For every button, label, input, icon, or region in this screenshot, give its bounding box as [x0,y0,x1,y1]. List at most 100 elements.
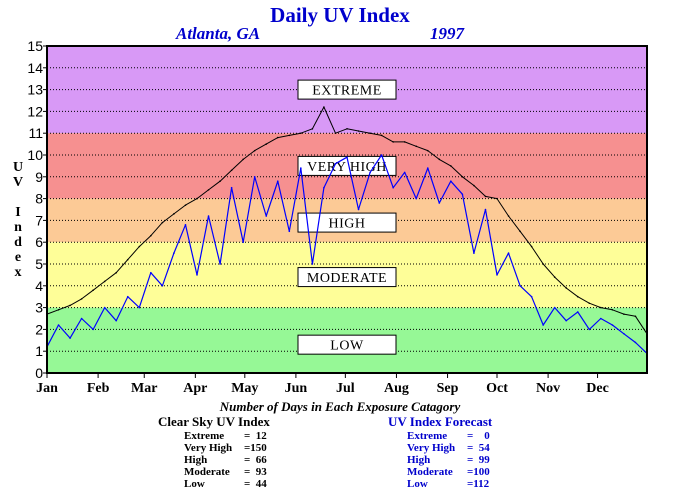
clear-sky-point [634,315,637,318]
category-name: Moderate [184,466,230,478]
x-tick-label: Apr [183,381,207,396]
category-name: Very High [184,442,233,454]
band-label-box [297,267,397,288]
table-row: Very High =150 [184,442,324,454]
clear-sky-point [473,184,475,187]
clear-sky-point [357,130,360,132]
table-row: Moderate = 93 [184,466,324,478]
clear-sky-point [426,149,429,152]
category-name: Moderate [407,466,453,478]
clear-sky-point [565,287,568,289]
y-axis-label-char: I [15,205,21,220]
category-name: Very High [407,442,456,454]
y-tick-label: 12 [27,103,43,119]
band-label-box [297,212,397,233]
forecast-point [450,180,452,182]
y-tick-label: 6 [35,234,43,250]
y-tick-label: 14 [27,60,43,76]
table-row: Extreme = 0 [407,430,547,442]
x-tick-label: Nov [536,381,560,396]
y-axis-label-char: n [14,220,22,235]
y-tick-label: 15 [27,38,43,54]
band-label: LOW [330,339,364,354]
clear-sky-point [126,258,129,261]
forecast-point [519,285,521,287]
forecast-table-title: UV Index Forecast [388,414,493,429]
table-row: Moderate =100 [407,466,547,478]
clear-sky-point [196,197,198,200]
y-tick-label: 4 [35,278,43,294]
forecast-point [207,215,210,217]
clear-sky-point [265,143,268,145]
chart-year: 1997 [430,24,464,43]
clear-sky-point [219,180,221,182]
category-count: =150 [244,442,267,454]
clear-sky-point [611,308,614,311]
forecast-point [300,167,302,169]
forecast-point [634,341,637,344]
band-label: MODERATE [307,271,387,286]
plot-frame [46,45,648,374]
category-name: Low [407,478,428,490]
category-count: = 12 [244,430,267,442]
chart-title: Daily UV Index [270,3,410,27]
category-count: = 66 [244,454,267,466]
x-tick-label: Aug [384,381,409,396]
category-name: Extreme [184,430,225,442]
clear-sky-point [530,245,533,248]
clear-sky-point [92,289,94,291]
forecast-point [496,274,498,276]
forecast-point [426,167,429,169]
y-axis-label: U V I n d e x [10,160,26,280]
forecast-point [392,186,394,189]
y-tick-label: 2 [35,321,43,337]
clear-sky-point [138,245,141,248]
band-label-box [297,334,397,355]
y-tick-label: 11 [28,125,43,141]
forecast-point [230,186,233,189]
y-axis-label-char: V [12,175,24,190]
category-name: High [407,454,431,466]
table-row: Extreme = 12 [184,430,324,442]
category-name: High [184,454,208,466]
clear-sky-point [80,298,83,300]
y-tick-label: 9 [35,169,43,185]
forecast-point [380,154,383,156]
category-name: Extreme [407,430,448,442]
table-row: High = 99 [407,454,547,466]
forecast-point [80,317,83,320]
forecast-point [542,324,544,326]
forecast-point [161,285,164,287]
forecast-point [323,186,325,189]
forecast-point [57,324,60,326]
y-axis-label-char: d [14,235,22,250]
clear-sky-point [150,234,152,237]
clear-sky-point [69,304,71,307]
y-tick-label: 7 [35,212,43,228]
forecast-point [311,263,314,265]
clear-sky-point [184,204,187,206]
forecast-point [138,306,141,309]
clear-sky-point [438,158,441,161]
x-tick-label: Sep [437,381,459,396]
forecast-point [600,317,602,320]
forecast-point [611,324,614,326]
forecast-point [253,176,256,178]
forecast-point [530,295,533,298]
category-count: = 44 [244,478,267,490]
table-row: Low = 44 [184,478,324,490]
clear-sky-point [173,213,175,215]
clear-sky-point [415,145,418,148]
forecast-point [565,319,568,322]
clear-sky-point [242,158,244,161]
x-tick-label: Jun [285,381,308,396]
clear-sky-point [207,189,210,191]
summary-title: Number of Days in Each Exposure Catagory [219,399,461,414]
forecast-point [103,306,106,309]
clear-sky-point [334,132,337,134]
clear-sky-point [623,313,625,315]
clear-sky-point [450,165,452,167]
forecast-point [369,171,371,174]
forecast-point [553,306,556,309]
table-row: Low =112 [407,478,547,490]
